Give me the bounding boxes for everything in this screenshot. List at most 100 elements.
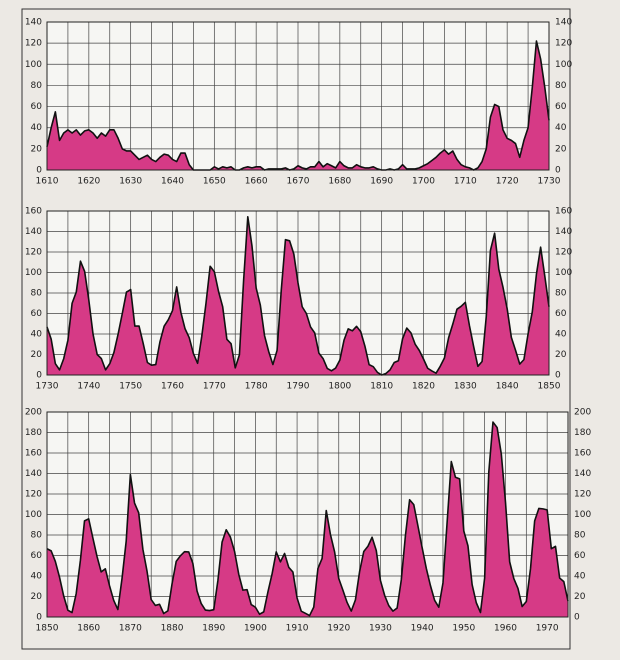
- y2-tick-label: 200: [574, 408, 591, 418]
- y2-tick-label: 120: [555, 39, 572, 49]
- y-tick-label: 160: [25, 449, 42, 459]
- line: [46, 421, 569, 617]
- x-tick-label: 1760: [161, 382, 184, 392]
- x-tick-label: 1900: [244, 624, 267, 634]
- x-tick-label: 1860: [77, 624, 100, 634]
- y2-tick-label: 160: [574, 449, 591, 459]
- y2-tick-label: 80: [555, 289, 567, 299]
- plot-border: [46, 411, 569, 618]
- y2-tick-label: 40: [574, 572, 586, 582]
- y2-tick-label: 120: [574, 490, 591, 500]
- area: [47, 422, 568, 617]
- y-tick-label: 120: [25, 39, 42, 49]
- x-tick-label: 1640: [161, 177, 184, 187]
- x-tick-label: 1730: [538, 177, 561, 187]
- x-tick-label: 1950: [452, 624, 475, 634]
- y2-tick-label: 0: [574, 613, 580, 623]
- y-tick-label: 140: [25, 18, 42, 28]
- y-tick-label: 60: [31, 551, 43, 561]
- x-tick-label: 1940: [411, 624, 434, 634]
- y2-tick-label: 40: [555, 123, 567, 133]
- area: [47, 216, 549, 375]
- frame: [21, 8, 571, 650]
- y-tick-label: 180: [25, 428, 42, 438]
- y-tick-label: 100: [25, 60, 42, 70]
- y-tick-label: 0: [36, 613, 42, 623]
- x-tick-label: 1720: [496, 177, 519, 187]
- y-tick-label: 80: [31, 81, 43, 91]
- y-tick-label: 160: [25, 207, 42, 217]
- x-tick-label: 1810: [370, 382, 393, 392]
- area: [47, 41, 549, 170]
- y-tick-label: 80: [31, 289, 43, 299]
- x-tick-label: 1920: [327, 624, 350, 634]
- x-tick-label: 1680: [328, 177, 351, 187]
- x-tick-label: 1780: [245, 382, 268, 392]
- y2-tick-label: 140: [574, 469, 591, 479]
- y-tick-label: 0: [36, 166, 42, 176]
- y2-tick-label: 20: [555, 144, 567, 154]
- x-tick-label: 1670: [287, 177, 310, 187]
- y2-tick-label: 140: [555, 227, 572, 237]
- x-tick-label: 1770: [203, 382, 226, 392]
- y2-tick-label: 80: [555, 81, 567, 91]
- x-tick-label: 1800: [328, 382, 351, 392]
- plot-border: [46, 21, 550, 171]
- y2-tick-label: 60: [555, 102, 567, 112]
- y2-tick-label: 140: [555, 18, 572, 28]
- x-tick-label: 1970: [536, 624, 559, 634]
- x-tick-label: 1750: [119, 382, 142, 392]
- x-tick-label: 1820: [412, 382, 435, 392]
- y2-tick-label: 180: [574, 428, 591, 438]
- x-tick-label: 1830: [454, 382, 477, 392]
- y-tick-label: 120: [25, 248, 42, 258]
- x-tick-label: 1890: [202, 624, 225, 634]
- y2-tick-label: 60: [555, 309, 567, 319]
- y2-tick-label: 160: [555, 207, 572, 217]
- x-tick-label: 1620: [77, 177, 100, 187]
- y2-tick-label: 120: [555, 248, 572, 258]
- y2-tick-label: 0: [555, 371, 561, 381]
- y2-tick-label: 100: [555, 268, 572, 278]
- x-tick-label: 1790: [287, 382, 310, 392]
- y-tick-label: 200: [25, 408, 42, 418]
- y-tick-label: 20: [31, 350, 43, 360]
- y-tick-label: 140: [25, 227, 42, 237]
- y2-tick-label: 0: [555, 166, 561, 176]
- y-tick-label: 100: [25, 268, 42, 278]
- x-tick-label: 1630: [119, 177, 142, 187]
- y2-tick-label: 100: [574, 510, 591, 520]
- x-tick-label: 1700: [412, 177, 435, 187]
- y-tick-label: 100: [25, 510, 42, 520]
- y-tick-label: 140: [25, 469, 42, 479]
- x-tick-label: 1610: [36, 177, 59, 187]
- x-tick-label: 1960: [494, 624, 517, 634]
- x-tick-label: 1740: [77, 382, 100, 392]
- y-tick-label: 60: [31, 102, 43, 112]
- x-tick-label: 1660: [245, 177, 268, 187]
- y2-tick-label: 20: [555, 350, 567, 360]
- x-tick-label: 1650: [203, 177, 226, 187]
- x-tick-label: 1870: [119, 624, 142, 634]
- y-tick-label: 40: [31, 572, 43, 582]
- x-tick-label: 1690: [370, 177, 393, 187]
- y-tick-label: 40: [31, 330, 43, 340]
- x-tick-label: 1910: [286, 624, 309, 634]
- y2-tick-label: 100: [555, 60, 572, 70]
- y-tick-label: 80: [31, 531, 43, 541]
- y-tick-label: 0: [36, 371, 42, 381]
- y-tick-label: 20: [31, 592, 43, 602]
- y2-tick-label: 80: [574, 531, 586, 541]
- x-tick-label: 1840: [496, 382, 519, 392]
- y2-tick-label: 60: [574, 551, 586, 561]
- y-tick-label: 20: [31, 144, 43, 154]
- y-tick-label: 60: [31, 309, 43, 319]
- x-tick-label: 1710: [454, 177, 477, 187]
- line: [46, 40, 550, 171]
- x-tick-label: 1730: [36, 382, 59, 392]
- plot-border: [46, 210, 550, 376]
- x-tick-label: 1930: [369, 624, 392, 634]
- x-tick-label: 1850: [538, 382, 561, 392]
- line: [46, 215, 550, 376]
